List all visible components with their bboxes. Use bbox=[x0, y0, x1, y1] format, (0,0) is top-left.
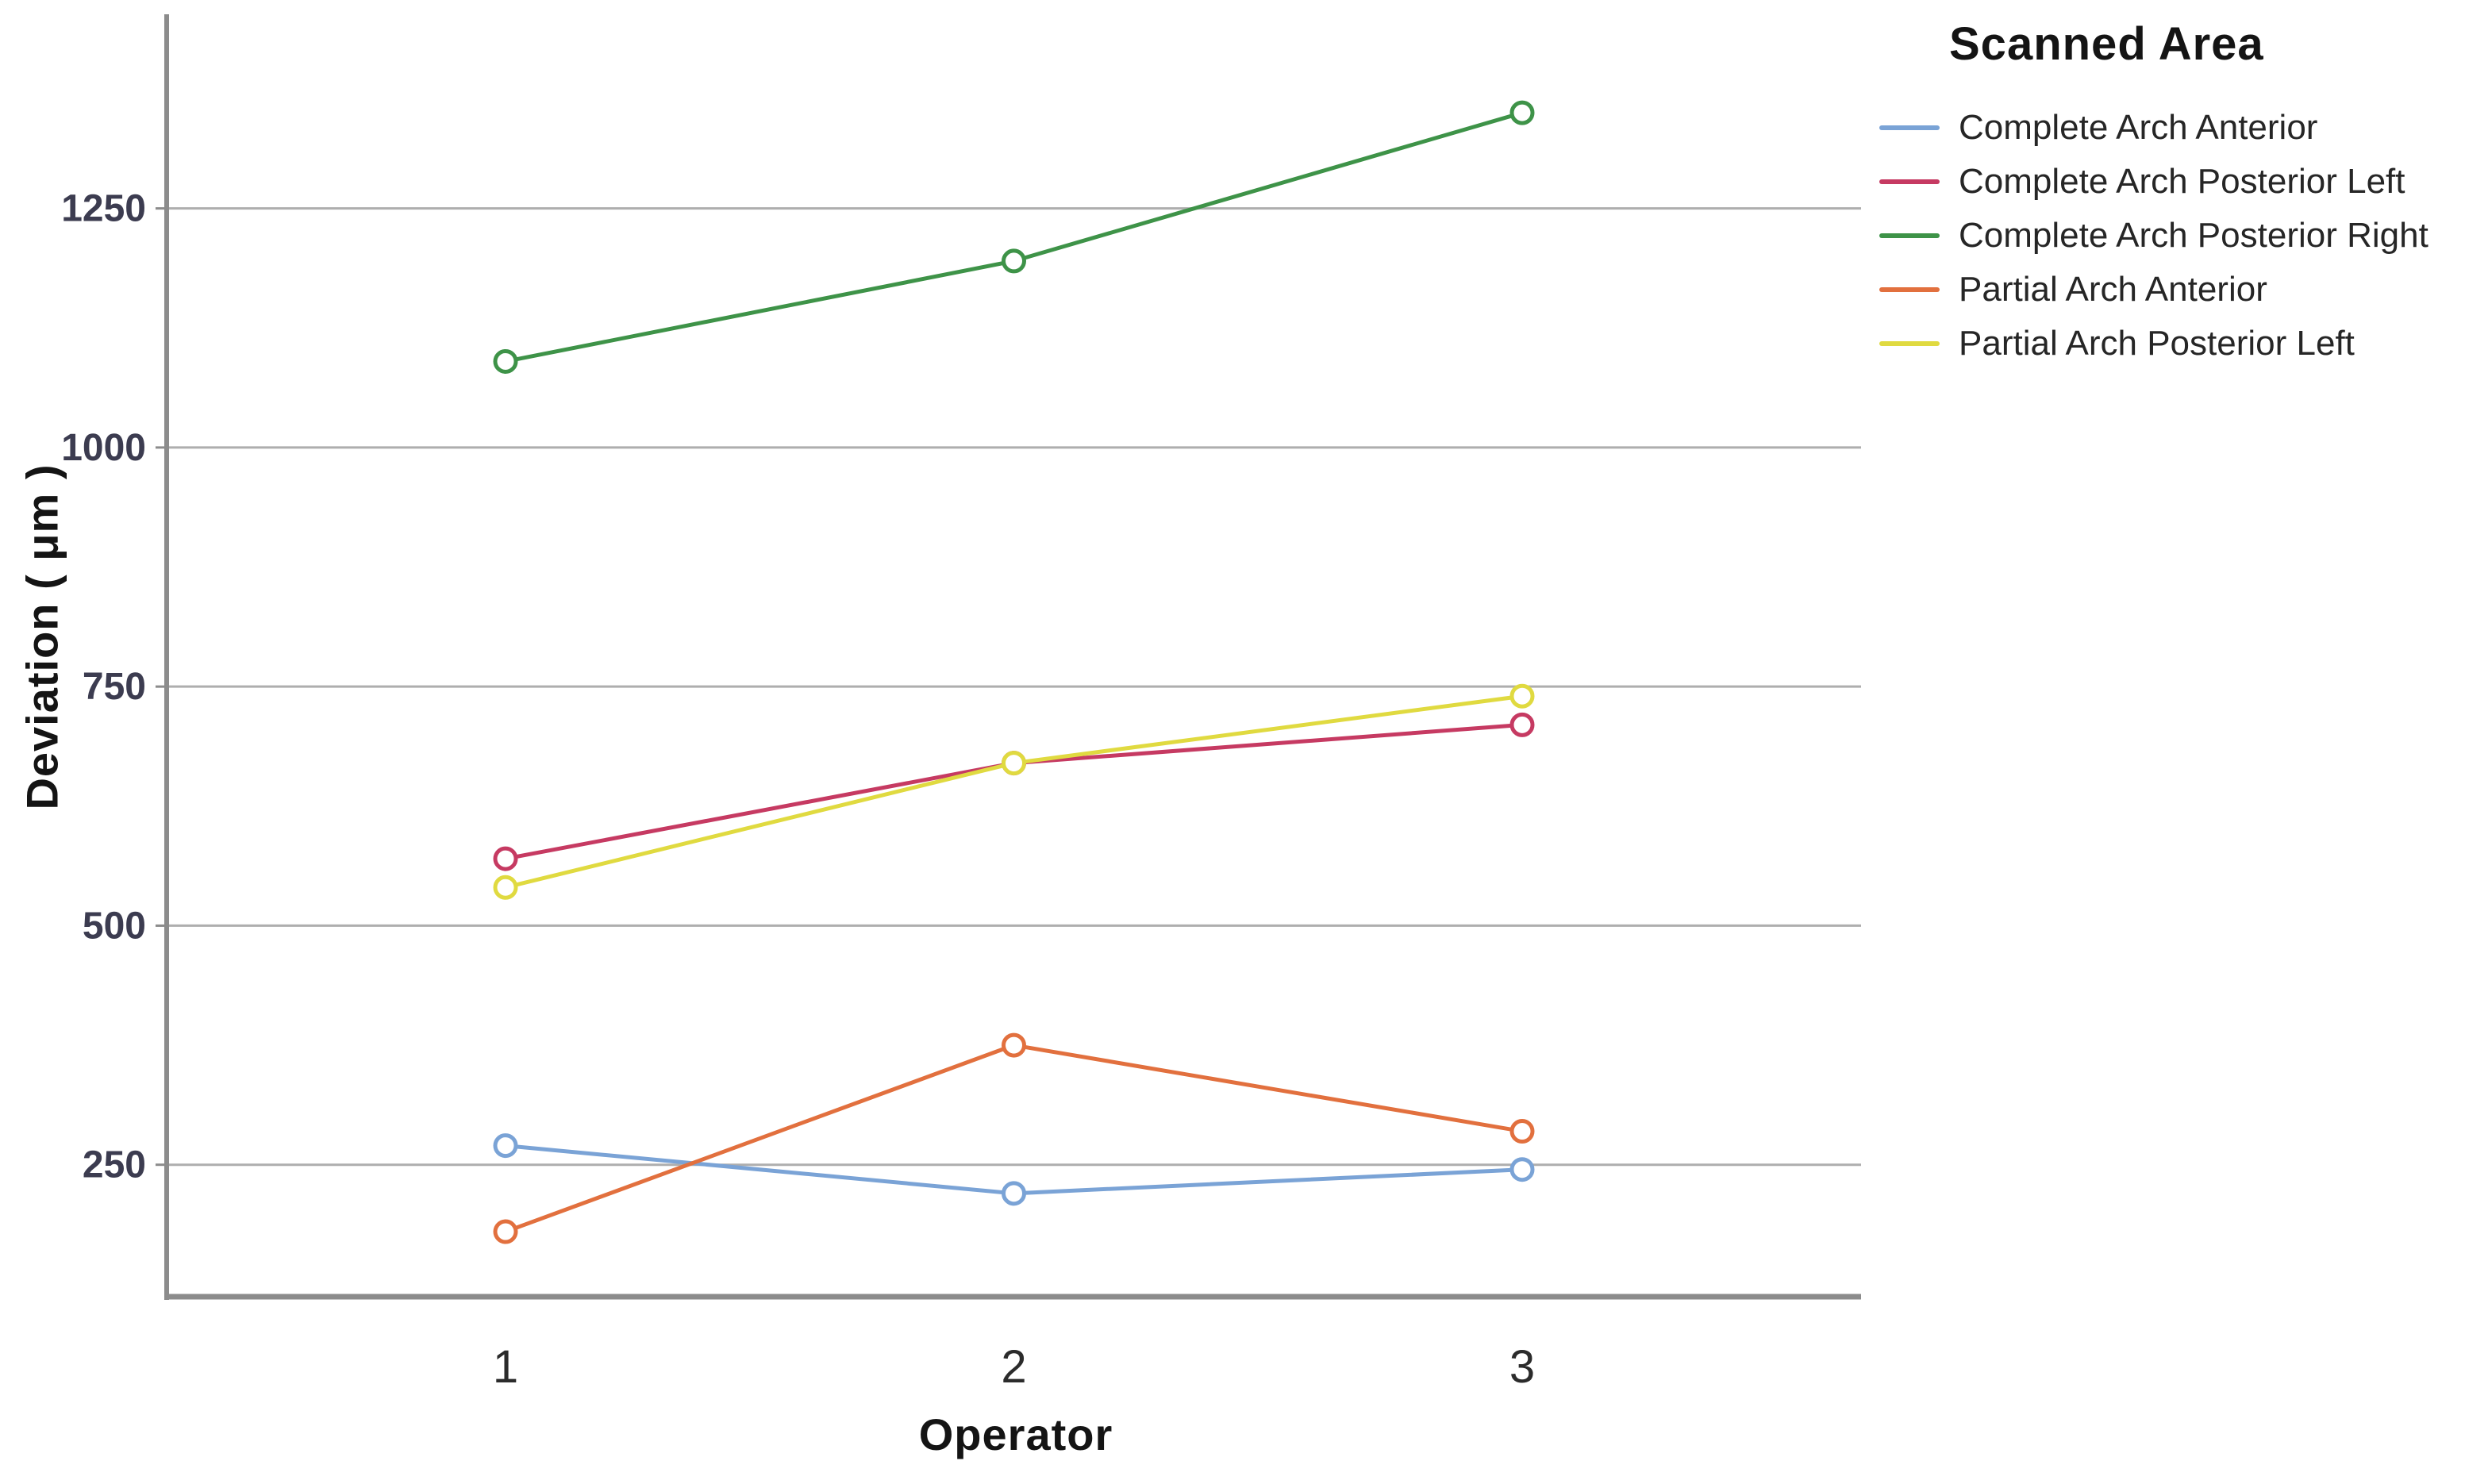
data-point-partial-arch-anterior-3 bbox=[1509, 1119, 1535, 1144]
legend-item: Complete Arch Posterior Left bbox=[1879, 155, 2459, 209]
legend-item-label: Partial Arch Anterior bbox=[1959, 270, 2267, 309]
y-tick-label: 1250 bbox=[61, 188, 146, 230]
legend-item-label: Complete Arch Anterior bbox=[1959, 108, 2318, 147]
x-axis-title: Operator bbox=[918, 1409, 1113, 1459]
x-tick-label: 2 bbox=[1001, 1341, 1026, 1393]
data-point-complete-arch-posterior-right-3 bbox=[1509, 100, 1535, 125]
legend-swatch bbox=[1879, 233, 1940, 238]
series-line-complete-arch-posterior-right bbox=[503, 110, 1525, 363]
data-point-complete-arch-anterior-2 bbox=[1002, 1181, 1026, 1206]
legend-item-label: Complete Arch Posterior Right bbox=[1959, 216, 2428, 255]
y-tick-label: 750 bbox=[83, 666, 146, 708]
x-tick-label: 1 bbox=[493, 1341, 518, 1393]
data-point-complete-arch-posterior-right-2 bbox=[1002, 248, 1026, 274]
series-line-complete-arch-posterior-left bbox=[503, 722, 1525, 861]
legend-item-label: Partial Arch Posterior Left bbox=[1959, 324, 2355, 363]
data-point-complete-arch-anterior-1 bbox=[493, 1133, 518, 1159]
legend-item: Partial Arch Anterior bbox=[1879, 263, 2459, 317]
data-point-complete-arch-posterior-right-1 bbox=[493, 348, 518, 374]
data-point-partial-arch-posterior-left-1 bbox=[493, 875, 518, 900]
data-point-complete-arch-posterior-left-1 bbox=[493, 846, 518, 871]
data-point-complete-arch-anterior-3 bbox=[1509, 1157, 1535, 1182]
legend-item-label: Complete Arch Posterior Left bbox=[1959, 162, 2405, 201]
y-tick-label: 250 bbox=[83, 1144, 146, 1186]
legend-swatch bbox=[1879, 179, 1940, 184]
data-point-partial-arch-posterior-left-3 bbox=[1509, 683, 1535, 709]
legend-swatch bbox=[1879, 287, 1940, 292]
legend-swatch bbox=[1879, 125, 1940, 130]
legend-title: Scanned Area bbox=[1949, 18, 2264, 70]
y-axis-title: Deviation ( μm ) bbox=[17, 463, 67, 810]
y-tick-label: 1000 bbox=[61, 427, 146, 469]
series-line-partial-arch-posterior-left bbox=[503, 694, 1525, 890]
legend-item: Complete Arch Anterior bbox=[1879, 101, 2459, 155]
legend-item: Complete Arch Posterior Right bbox=[1879, 209, 2459, 263]
data-point-partial-arch-anterior-1 bbox=[493, 1219, 518, 1244]
data-point-partial-arch-posterior-left-2 bbox=[1002, 751, 1026, 776]
y-tick-label: 500 bbox=[83, 905, 146, 947]
legend-swatch bbox=[1879, 341, 1940, 346]
data-point-complete-arch-posterior-left-3 bbox=[1509, 712, 1535, 737]
x-tick-label: 3 bbox=[1509, 1341, 1535, 1393]
data-point-partial-arch-anterior-2 bbox=[1002, 1032, 1026, 1058]
legend: Scanned Area Complete Arch Anterior Compl… bbox=[1879, 17, 2459, 371]
legend-items: Complete Arch Anterior Complete Arch Post… bbox=[1879, 101, 2459, 371]
legend-item: Partial Arch Posterior Left bbox=[1879, 317, 2459, 371]
